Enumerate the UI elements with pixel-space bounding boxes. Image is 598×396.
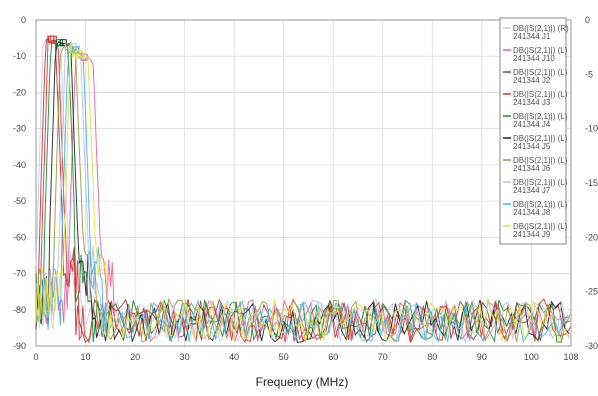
series-line — [35, 38, 568, 344]
y-tick-label: -30 — [13, 124, 26, 134]
series-marker — [56, 39, 64, 47]
legend-entry-sublabel: 241344 J9 — [513, 230, 551, 239]
legend-entry-sublabel: 241344 J3 — [513, 98, 551, 107]
x-tick-label: 30 — [180, 352, 190, 362]
legend-entry-label: DB(|S(2,1)|) (L) — [513, 200, 568, 209]
series-layer — [35, 35, 572, 344]
legend-entry-sublabel: 241344 J8 — [513, 208, 551, 217]
series-marker — [75, 50, 83, 58]
y-tick-label: -80 — [13, 305, 26, 315]
series-marker — [72, 46, 80, 54]
series-line — [35, 43, 570, 344]
x-axis-label: Frequency (MHz) — [256, 375, 349, 389]
x-tick-label: 60 — [328, 352, 338, 362]
y-tick-label: -90 — [13, 341, 26, 351]
series-line — [35, 41, 571, 343]
legend: DB(|S(2,1)|) (R)241344 J1 DB(|S(2,1)|) (L… — [499, 17, 569, 245]
y2-tick-label: -5 — [585, 69, 593, 79]
x-tick-label: 0 — [33, 352, 38, 362]
y-tick-label: -10 — [13, 51, 26, 61]
legend-entry-sublabel: 241344 J7 — [513, 186, 551, 195]
y-tick-label: -20 — [13, 87, 26, 97]
y2-tick-label: -30 — [585, 341, 598, 351]
x-tick-label: 10 — [81, 352, 91, 362]
legend-entry-sublabel: 241344 J10 — [513, 54, 555, 63]
legend-entry-label: DB(|S(2,1)|) (L) — [513, 46, 568, 55]
legend-entry-label: DB(|S(2,1)|) (L) — [513, 90, 568, 99]
plot-border — [35, 19, 572, 347]
legend-entry-sublabel: 241344 J6 — [513, 164, 551, 173]
axis-layer: 0 10 20 30 40 50 60 70 80 90 100 108 0 -10 -20 -30 -40 -5… — [13, 15, 598, 362]
legend-entry-label: DB(|S(2,1)|) (L) — [513, 112, 568, 121]
x-tick-label: 90 — [477, 352, 487, 362]
y2-tick-label: -10 — [585, 124, 598, 134]
x-tick-label: 80 — [427, 352, 437, 362]
x-tick-label: 20 — [130, 352, 140, 362]
y2-tick-label: -15 — [585, 178, 598, 188]
y-tick-label: -50 — [13, 196, 26, 206]
legend-entry-label: DB(|S(2,1)|) (L) — [513, 156, 568, 165]
x-tick-label: 70 — [378, 352, 388, 362]
series-marker — [49, 35, 57, 43]
legend-entry-sublabel: 241344 J2 — [513, 76, 551, 85]
legend-entry-label: DB(|S(2,1)|) (L) — [513, 134, 568, 143]
series-marker — [59, 39, 67, 47]
x-tick-label: 50 — [279, 352, 289, 362]
y-tick-label: -60 — [13, 232, 26, 242]
legend-entry-label: DB(|S(2,1)|) (L) — [513, 178, 568, 187]
x-tick-label: 40 — [229, 352, 239, 362]
legend-entry-label: DB(|S(2,1)|) (L) — [513, 68, 568, 77]
y-tick-label: 0 — [21, 15, 26, 25]
x-tick-label: 108 — [563, 352, 578, 362]
y-tick-label: -40 — [13, 160, 26, 170]
y-tick-label: -70 — [13, 269, 26, 279]
legend-entry-sublabel: 241344 J1 — [513, 32, 551, 41]
y2-tick-label: -25 — [585, 287, 598, 297]
y2-tick-label: -20 — [585, 232, 598, 242]
y2-tick-label: 0 — [585, 15, 590, 25]
x-tick-label: 100 — [524, 352, 539, 362]
plot-area — [36, 20, 571, 346]
legend-entry-label: DB(|S(2,1)|) (L) — [513, 222, 568, 231]
legend-entry-label: DB(|S(2,1)|) (R) — [513, 24, 569, 33]
legend-entry-sublabel: 241344 J5 — [513, 142, 551, 151]
legend-entry-sublabel: 241344 J4 — [513, 120, 551, 129]
legend-box — [499, 17, 567, 245]
